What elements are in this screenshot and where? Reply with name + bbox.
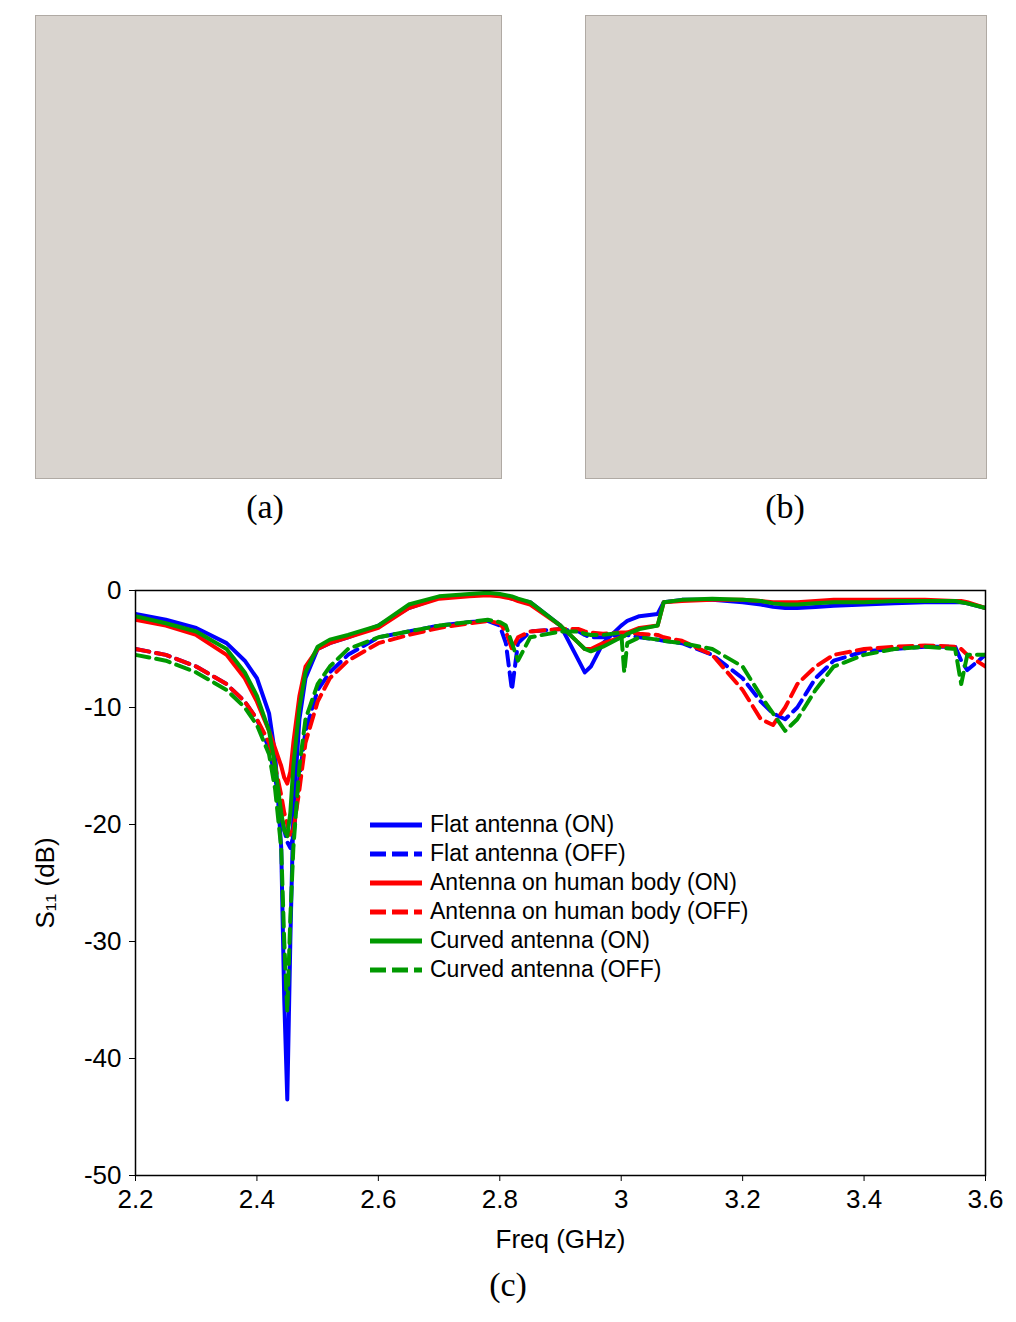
- svg-text:S₁₁ (dB): S₁₁ (dB): [30, 837, 60, 928]
- svg-text:0: 0: [107, 575, 121, 605]
- html-text:Curved antenna (OFF): Curved antenna (OFF): [430, 956, 662, 982]
- svg-text:Freq (GHz): Freq (GHz): [496, 1224, 626, 1254]
- svg-text:3.2: 3.2: [725, 1184, 761, 1214]
- html-text:Antenna on human body (ON): Antenna on human body (ON): [430, 869, 737, 895]
- svg-text:2.8: 2.8: [482, 1184, 518, 1214]
- svg-text:3: 3: [614, 1184, 628, 1214]
- svg-text:2.6: 2.6: [360, 1184, 396, 1214]
- html-text:Antenna on human body (OFF): Antenna on human body (OFF): [430, 898, 749, 924]
- svg-text:3.6: 3.6: [967, 1184, 1003, 1214]
- html-text:Flat antenna (ON): Flat antenna (ON): [430, 811, 615, 837]
- svg-text:2.4: 2.4: [239, 1184, 275, 1214]
- svg-text:-10: -10: [84, 692, 122, 722]
- html-text:(c): (c): [489, 1266, 527, 1303]
- html-text:(a): (a): [246, 488, 284, 525]
- svg-text:3.4: 3.4: [846, 1184, 882, 1214]
- html-text:Flat antenna (OFF): Flat antenna (OFF): [430, 840, 626, 866]
- svg-text:2.2: 2.2: [117, 1184, 153, 1214]
- html-text:Curved antenna (ON): Curved antenna (ON): [430, 927, 650, 953]
- svg-text:-40: -40: [84, 1043, 122, 1073]
- svg-text:-20: -20: [84, 809, 122, 839]
- svg-text:-50: -50: [84, 1160, 122, 1190]
- svg-text:-30: -30: [84, 926, 122, 956]
- html-text:(b): (b): [765, 488, 805, 525]
